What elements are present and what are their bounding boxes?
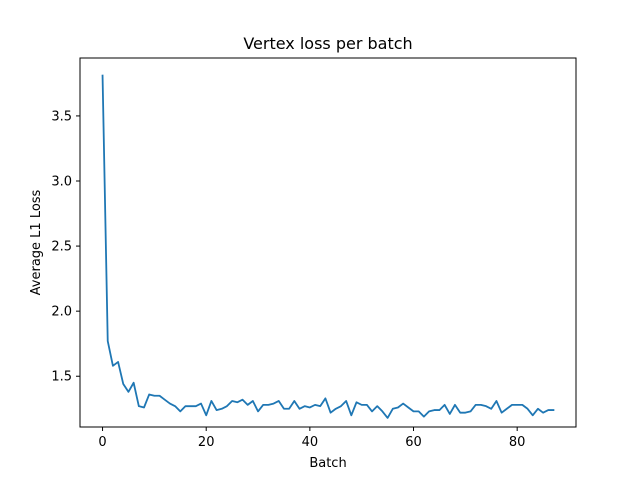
- chart-title: Vertex loss per batch: [243, 34, 412, 53]
- x-tick-label: 40: [302, 435, 319, 450]
- x-axis: 0 20 40 60 80: [98, 427, 525, 450]
- loss-series-line: [101, 74, 555, 419]
- y-axis-label: Average L1 Loss: [29, 189, 44, 295]
- y-tick-label: 3.0: [51, 175, 72, 190]
- plot-area: [101, 74, 555, 419]
- x-axis-label: Batch: [309, 456, 346, 471]
- y-tick-label: 1.5: [51, 370, 72, 385]
- y-axis: 1.5 2.0 2.5 3.0 3.5: [51, 109, 80, 385]
- y-tick-label: 2.5: [51, 240, 72, 255]
- x-tick-label: 0: [98, 435, 106, 450]
- x-tick-label: 60: [405, 435, 422, 450]
- y-tick-label: 2.0: [51, 305, 72, 320]
- y-tick-label: 3.5: [51, 109, 72, 124]
- x-tick-label: 20: [198, 435, 215, 450]
- x-tick-label: 80: [509, 435, 526, 450]
- axes-frame: [79, 57, 577, 428]
